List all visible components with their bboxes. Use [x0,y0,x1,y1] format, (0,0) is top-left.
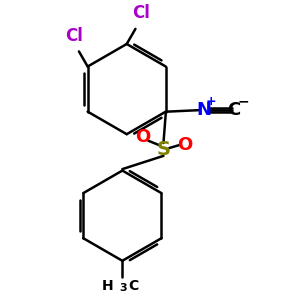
Text: C: C [227,101,241,119]
Text: 3: 3 [119,283,127,293]
Text: O: O [136,128,151,146]
Text: C: C [128,278,138,292]
Text: −: − [238,94,249,109]
Text: +: + [206,95,217,108]
Text: O: O [177,136,192,154]
Text: Cl: Cl [132,4,150,22]
Text: Cl: Cl [65,27,82,45]
Text: S: S [157,140,170,159]
Text: H: H [102,278,114,292]
Text: N: N [196,101,211,119]
